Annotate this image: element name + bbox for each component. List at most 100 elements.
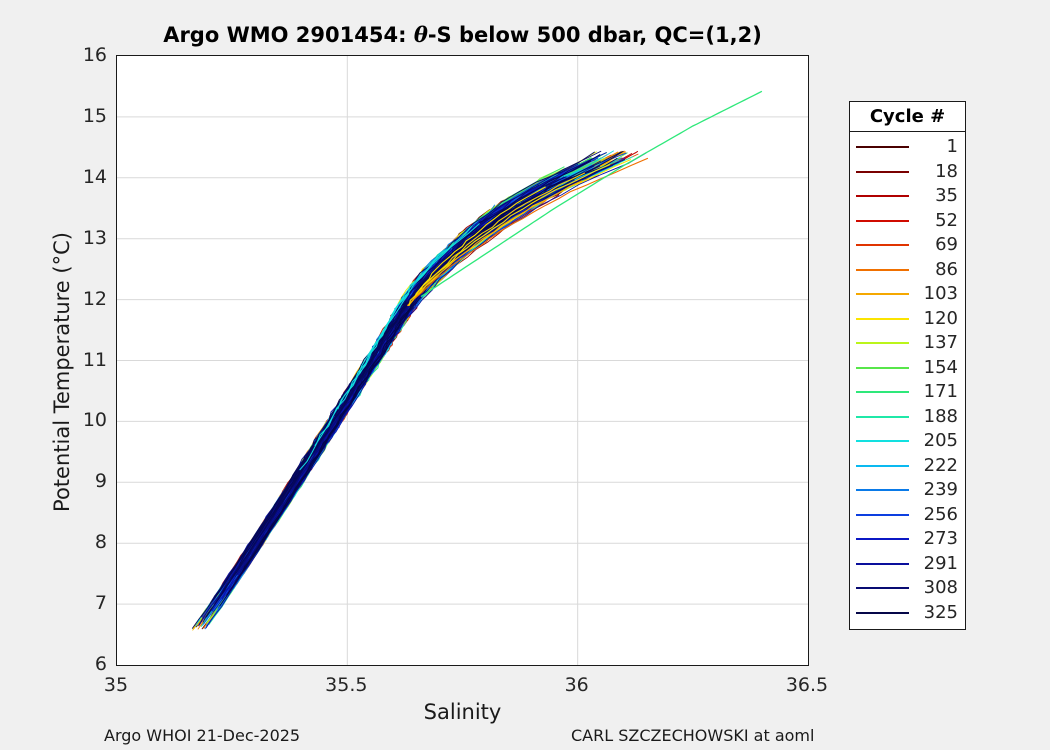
profile-line (268, 185, 545, 527)
profile-line (259, 157, 622, 531)
legend-item-label: 86 (935, 258, 958, 280)
legend-item-cycle-308[interactable]: 308 (850, 576, 965, 601)
profile-line (235, 184, 558, 574)
legend-item-cycle-137[interactable]: 137 (850, 331, 965, 356)
chart-title-suffix: -S below 500 dbar, QC=(1,2) (427, 23, 762, 47)
profile-line (217, 155, 601, 604)
profile-line (212, 176, 570, 619)
profile-line-warm-flare (406, 157, 649, 307)
legend-item-cycle-69[interactable]: 69 (850, 233, 965, 258)
profile-line (252, 200, 547, 558)
profile-line (267, 157, 592, 520)
legend-item-cycle-256[interactable]: 256 (850, 503, 965, 528)
legend-item-label: 52 (935, 209, 958, 231)
profile-line (200, 154, 612, 626)
profile-line (250, 189, 557, 552)
legend-item-cycle-222[interactable]: 222 (850, 454, 965, 479)
legend-item-cycle-1[interactable]: 1 (850, 135, 965, 160)
profile-line (217, 151, 622, 601)
profile-line (201, 179, 581, 621)
legend-item-cycle-239[interactable]: 239 (850, 478, 965, 503)
profile-line (253, 162, 620, 551)
legend-item-label: 205 (923, 430, 958, 452)
legend-item-cycle-273[interactable]: 273 (850, 527, 965, 552)
profile-line (226, 166, 593, 596)
profile-line (227, 180, 566, 590)
legend-item-cycle-120[interactable]: 120 (850, 307, 965, 332)
profile-line (214, 186, 559, 605)
profile-line (247, 165, 595, 553)
profile-line (216, 168, 595, 595)
profile-line (275, 151, 624, 519)
x-tick-label: 36.5 (785, 674, 829, 696)
profile-line (261, 199, 515, 542)
legend-item-cycle-188[interactable]: 188 (850, 405, 965, 430)
legend-item-label: 35 (935, 185, 958, 207)
y-tick-label: 14 (82, 165, 107, 188)
profile-line (221, 210, 518, 600)
data-series-group (191, 90, 763, 631)
legend-line-swatch (856, 146, 909, 149)
profile-line (248, 160, 602, 563)
legend-line-swatch (856, 317, 909, 320)
footer-right-text: CARL SZCZECHOWSKI at aoml (571, 726, 815, 745)
profile-line (249, 174, 598, 564)
profile-line (246, 157, 606, 557)
profile-line (222, 162, 585, 597)
legend-item-label: 239 (923, 479, 958, 501)
legend-item-cycle-35[interactable]: 35 (850, 184, 965, 209)
profile-line (261, 151, 608, 533)
profile-line (251, 186, 552, 556)
legend-item-cycle-325[interactable]: 325 (850, 601, 965, 626)
profile-line (268, 175, 576, 519)
profile-line-cyan-branch (359, 226, 472, 374)
profile-line (262, 153, 639, 536)
profile-line (276, 170, 570, 518)
profile-line (228, 161, 601, 595)
profile-line (269, 199, 527, 530)
profile-line (257, 157, 623, 547)
profile-line (205, 152, 647, 629)
profile-line (255, 179, 575, 545)
profile-line (198, 157, 611, 622)
profile-line (266, 164, 597, 534)
profile-line (239, 215, 514, 573)
profile-line (232, 179, 569, 590)
legend-item-cycle-171[interactable]: 171 (850, 380, 965, 405)
profile-line (248, 164, 593, 564)
profile-line (216, 212, 514, 610)
legend-item-cycle-103[interactable]: 103 (850, 282, 965, 307)
profile-line (233, 216, 514, 581)
profile-line (279, 218, 497, 517)
profile-line (265, 150, 639, 530)
profile-line (267, 199, 540, 534)
profile-line (242, 162, 579, 562)
legend-item-cycle-291[interactable]: 291 (850, 552, 965, 577)
legend-line-swatch (856, 268, 909, 271)
legend-item-cycle-52[interactable]: 52 (850, 209, 965, 234)
profile-line (229, 209, 523, 587)
legend-item-cycle-18[interactable]: 18 (850, 160, 965, 185)
legend-item-label: 18 (935, 160, 958, 182)
legend-item-cycle-86[interactable]: 86 (850, 258, 965, 283)
profile-line (235, 159, 596, 572)
legend-item-label: 171 (923, 381, 958, 403)
profile-line (211, 178, 561, 612)
profile-line (207, 157, 626, 615)
profile-line (275, 167, 604, 518)
profile-line (236, 208, 532, 580)
profile-line (255, 203, 515, 552)
profile-line (212, 184, 574, 615)
profile-line (232, 153, 633, 589)
profile-line (214, 157, 610, 604)
profile-line (222, 150, 615, 595)
profile-line (258, 152, 627, 537)
legend-title: Cycle # (850, 102, 965, 132)
y-tick-label: 15 (82, 104, 107, 127)
legend-item-cycle-154[interactable]: 154 (850, 356, 965, 381)
legend-item-cycle-205[interactable]: 205 (850, 429, 965, 454)
legend-line-swatch (856, 293, 909, 296)
legend-item-label: 222 (923, 454, 958, 476)
profile-line (225, 167, 594, 589)
profile-line (271, 193, 554, 531)
